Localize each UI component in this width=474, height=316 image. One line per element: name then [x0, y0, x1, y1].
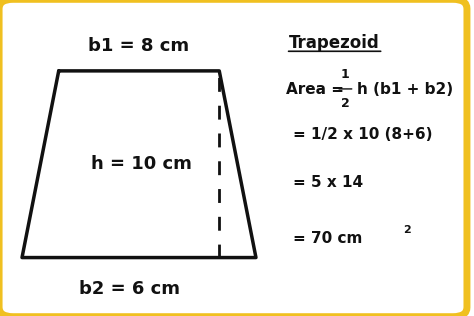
Text: 2: 2	[403, 225, 410, 235]
Text: = 5 x 14: = 5 x 14	[292, 175, 363, 191]
Text: h = 10 cm: h = 10 cm	[91, 155, 192, 173]
Text: b2 = 6 cm: b2 = 6 cm	[79, 280, 180, 298]
Text: h (b1 + b2): h (b1 + b2)	[357, 82, 453, 97]
Text: = 70 cm: = 70 cm	[292, 231, 362, 246]
Text: b1 = 8 cm: b1 = 8 cm	[89, 37, 190, 55]
Text: Trapezoid: Trapezoid	[289, 34, 379, 52]
Text: = 1/2 x 10 (8+6): = 1/2 x 10 (8+6)	[292, 127, 432, 142]
Text: 2: 2	[341, 97, 350, 110]
Text: Area =: Area =	[286, 82, 344, 97]
Text: 1: 1	[341, 68, 350, 81]
